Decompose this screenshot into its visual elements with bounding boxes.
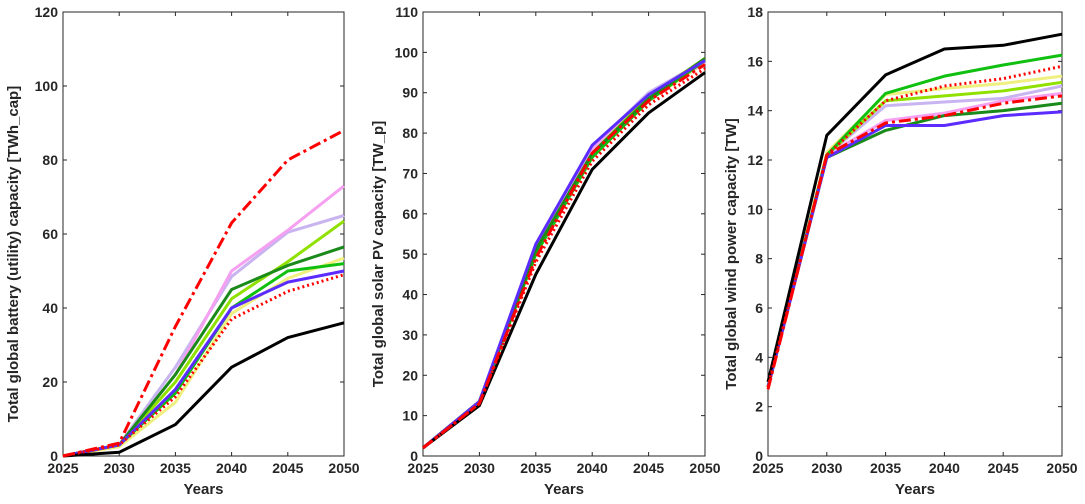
y-tick-label: 70 (402, 165, 418, 181)
y-tick-label: 90 (402, 85, 418, 101)
y-tick-label: 20 (402, 367, 418, 383)
y-tick-label: 80 (42, 152, 58, 168)
y-tick-label: 2 (755, 399, 763, 415)
y-tick-label: 120 (35, 4, 59, 20)
y-tick-label: 20 (42, 374, 58, 390)
y-tick-label: 10 (402, 408, 418, 424)
y-tick-label: 100 (35, 78, 59, 94)
series-line-S2 (422, 63, 706, 450)
y-tick-label: 4 (755, 349, 763, 365)
x-tick-label: 2045 (988, 460, 1019, 476)
series-line-S4 (766, 110, 1063, 388)
plot-area (422, 11, 706, 457)
x-tick-label: 2030 (104, 460, 135, 476)
y-tick-label: 6 (755, 300, 763, 316)
y-tick-label: 16 (747, 53, 763, 69)
chart-3: 2025 2030 2035 2040 2045 2050 0 2 4 6 8 10 12 14 16 18 Y… (723, 4, 1078, 498)
y-tick-label: 80 (402, 125, 418, 141)
series-line-S1 (766, 32, 1063, 383)
series-line-S4 (62, 269, 345, 458)
y-axis-label: Total global battery (utility) capacity … (5, 86, 22, 422)
x-tick-label: 2045 (633, 460, 664, 476)
y-tick-label: 10 (747, 201, 763, 217)
y-tick-label: 110 (395, 4, 418, 20)
y-tick-label: 0 (755, 448, 763, 464)
x-tick-label: 2025 (407, 460, 438, 476)
y-tick-label: 0 (50, 448, 58, 464)
x-axis-label: Years (183, 481, 223, 498)
y-tick-label: 100 (395, 44, 419, 60)
x-tick-label: 2050 (1046, 460, 1077, 476)
x-tick-label: 2035 (870, 460, 901, 476)
x-tick-label: 2025 (752, 460, 783, 476)
series-line-S2 (766, 94, 1063, 390)
x-tick-label: 2040 (216, 460, 247, 476)
y-tick-label: 40 (42, 300, 58, 316)
x-tick-label: 2030 (464, 460, 495, 476)
series-line-S3 (422, 67, 706, 450)
y-tick-label: 60 (402, 206, 418, 222)
y-tick-label: 14 (747, 103, 763, 119)
y-axis-label: Total global wind power capacity [TW] (723, 118, 740, 389)
x-tick-label: 2040 (577, 460, 608, 476)
x-tick-label: 2030 (811, 460, 842, 476)
plot-area (767, 11, 1063, 457)
y-tick-label: 40 (402, 287, 418, 303)
y-tick-label: 50 (402, 246, 418, 262)
x-tick-label: 2035 (160, 460, 191, 476)
x-axis-label: Years (544, 481, 584, 498)
x-tick-label: 2025 (47, 460, 78, 476)
x-tick-label: 2035 (520, 460, 551, 476)
series-line-S8 (62, 256, 345, 458)
y-tick-label: 18 (747, 4, 763, 20)
x-tick-label: 2040 (929, 460, 960, 476)
x-tick-label: 2045 (272, 460, 303, 476)
series-line-S2 (62, 129, 345, 458)
y-tick-label: 12 (747, 152, 763, 168)
chart-1: 2025 2030 2035 2040 2045 2050020406080100120Y… (5, 4, 360, 498)
y-tick-label: 30 (402, 327, 418, 343)
y-tick-label: 8 (755, 251, 763, 267)
y-tick-label: 0 (410, 448, 418, 464)
chart-2: 2025 2030 2035 2040 2045 20500102030405060708… (370, 4, 721, 498)
x-tick-label: 2050 (328, 460, 359, 476)
series-line-S1 (62, 321, 345, 458)
x-axis-label: Years (895, 481, 935, 498)
plot-area (62, 11, 345, 457)
y-axis-label: Total global solar PV capacity [TW_p] (370, 121, 387, 387)
series-line-S1 (422, 71, 706, 450)
x-tick-label: 2050 (689, 460, 720, 476)
y-tick-label: 60 (42, 226, 58, 242)
